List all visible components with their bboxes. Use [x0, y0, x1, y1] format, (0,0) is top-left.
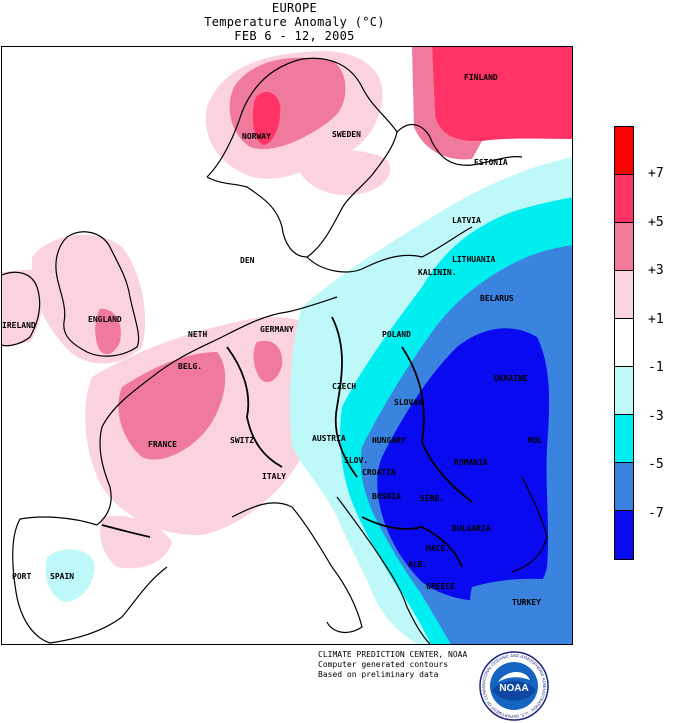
- country-label-italy: ITALY: [262, 472, 286, 481]
- legend-label: -1: [648, 360, 664, 375]
- germany-warm-3: [253, 340, 283, 383]
- legend-swatch: [615, 223, 633, 271]
- border-central: [226, 346, 283, 468]
- country-label-ireland: IRELAND: [2, 321, 36, 330]
- map-canvas: FINLAND NORWAY SWEDEN ESTONIA LATVIA LITHUANI…: [2, 47, 572, 644]
- country-label-slovak: SLOVAK: [394, 398, 423, 407]
- border-east: [331, 316, 358, 478]
- cold-anomaly-regions: [45, 157, 572, 644]
- country-label-finland: FINLAND: [464, 73, 498, 82]
- italy-coast: [231, 502, 363, 634]
- country-label-germany: GERMANY: [260, 325, 294, 334]
- france-warm-3: [118, 352, 226, 460]
- legend-swatch: [615, 463, 633, 511]
- black-sea-coast: [511, 476, 548, 573]
- color-scale-legend: [614, 126, 634, 560]
- country-label-turkey: TURKEY: [512, 598, 541, 607]
- baltic-coast: [306, 226, 473, 273]
- legend-label: +7: [648, 166, 664, 181]
- norway-warm-5: [252, 91, 281, 145]
- country-label-neth: NETH: [188, 330, 207, 339]
- legend-label: +1: [648, 311, 664, 327]
- anomaly-map[interactable]: FINLAND NORWAY SWEDEN ESTONIA LATVIA LITHUANI…: [1, 46, 573, 645]
- iberia-coast: [12, 516, 168, 644]
- england-warm-3: [95, 308, 121, 355]
- country-label-belg: BELG.: [178, 362, 202, 371]
- finland-warm: [432, 47, 572, 142]
- country-label-sweden: SWEDEN: [332, 130, 361, 139]
- credit-line-3: Based on preliminary data: [318, 670, 439, 679]
- legend-swatch: [615, 367, 633, 415]
- credit-line-1: CLIMATE PREDICTION CENTER, NOAA: [318, 650, 468, 659]
- legend-label: -5: [648, 457, 664, 472]
- country-label-serb: SERB.: [420, 494, 444, 503]
- ireland-coast: [2, 271, 41, 347]
- country-label-croatia: CROATIA: [362, 468, 396, 477]
- country-label-belarus: BELARUS: [480, 294, 514, 303]
- legend-label: +5: [648, 214, 664, 230]
- country-label-bosnia: BOSNIA: [372, 492, 401, 501]
- legend-label: -3: [648, 408, 664, 424]
- country-label-czech: CZECH: [332, 382, 356, 391]
- country-label-lithuania: LITHUANIA: [452, 255, 496, 264]
- legend-label: +3: [648, 263, 664, 278]
- uk-warm: [31, 234, 146, 364]
- warm-anomaly-regions: [2, 47, 572, 569]
- continent-coast: [151, 296, 338, 378]
- country-label-france: FRANCE: [148, 440, 177, 449]
- logo-text: NOAA: [499, 683, 528, 694]
- legend-swatch: [615, 175, 633, 223]
- sweden-warm: [292, 149, 391, 196]
- border-poland-ukraine: [401, 346, 473, 503]
- coastlines: [2, 57, 548, 644]
- country-label-kalinin: KALININ.: [418, 268, 457, 277]
- legend-swatch: [615, 319, 633, 367]
- spain-cold: [45, 549, 95, 602]
- ireland-warm: [2, 269, 43, 347]
- border-balkans: [361, 516, 463, 568]
- noaa-logo-icon: NOAA NATIONAL OCEANIC AND ATMOSPHERIC AD…: [478, 650, 549, 721]
- country-label-alb: ALB.: [408, 560, 427, 569]
- finland-warm-edge: [412, 47, 482, 160]
- country-label-slov: SLOV.: [344, 456, 368, 465]
- country-label-norway: NORWAY: [242, 132, 271, 141]
- country-label-hungary: HUNGARY: [372, 436, 406, 445]
- legend-swatch: [615, 415, 633, 463]
- finland-coast: [396, 124, 523, 166]
- scandinavia-coast: [206, 57, 398, 258]
- legend-swatch: [615, 127, 633, 175]
- credit-line-2: Computer generated contours: [318, 660, 449, 669]
- country-labels: FINLAND NORWAY SWEDEN ESTONIA LATVIA LITHUANI…: [2, 73, 543, 607]
- country-label-spain: SPAIN: [50, 572, 74, 581]
- country-label-latvia: LATVIA: [452, 216, 481, 225]
- adriatic-coast: [336, 496, 431, 644]
- map-title: EUROPE: [271, 1, 318, 15]
- country-label-england: ENGLAND: [88, 315, 122, 324]
- turkey-cold: [470, 578, 572, 644]
- legend-swatch: [615, 271, 633, 319]
- map-date-range: FEB 6 - 12, 2005: [234, 29, 355, 43]
- country-label-switz: SWITZ.: [230, 436, 259, 445]
- country-label-den: DEN: [240, 256, 255, 265]
- country-label-poland: POLAND: [382, 330, 411, 339]
- uk-coast: [55, 231, 140, 357]
- country-label-mol: MOL: [528, 436, 543, 445]
- country-label-greece: GREECE: [426, 582, 455, 591]
- country-label-bulgaria: BULGARIA: [452, 524, 491, 533]
- france-coast: [96, 376, 153, 526]
- national-borders: [101, 316, 473, 568]
- legend-label: -7: [648, 505, 664, 521]
- map-subtitle: Temperature Anomaly (°C): [204, 15, 385, 29]
- country-label-austria: AUSTRIA: [312, 434, 346, 443]
- country-label-ukraine: UKRAINE: [494, 374, 528, 383]
- country-label-port: PORT: [12, 572, 31, 581]
- country-label-romania: ROMANIA: [454, 458, 488, 467]
- legend-swatch: [615, 511, 633, 559]
- country-label-mace: MACE.: [426, 544, 450, 553]
- border-spain-france: [101, 524, 151, 538]
- east-europe-cold-7: [377, 328, 550, 602]
- country-label-estonia: ESTONIA: [474, 158, 508, 167]
